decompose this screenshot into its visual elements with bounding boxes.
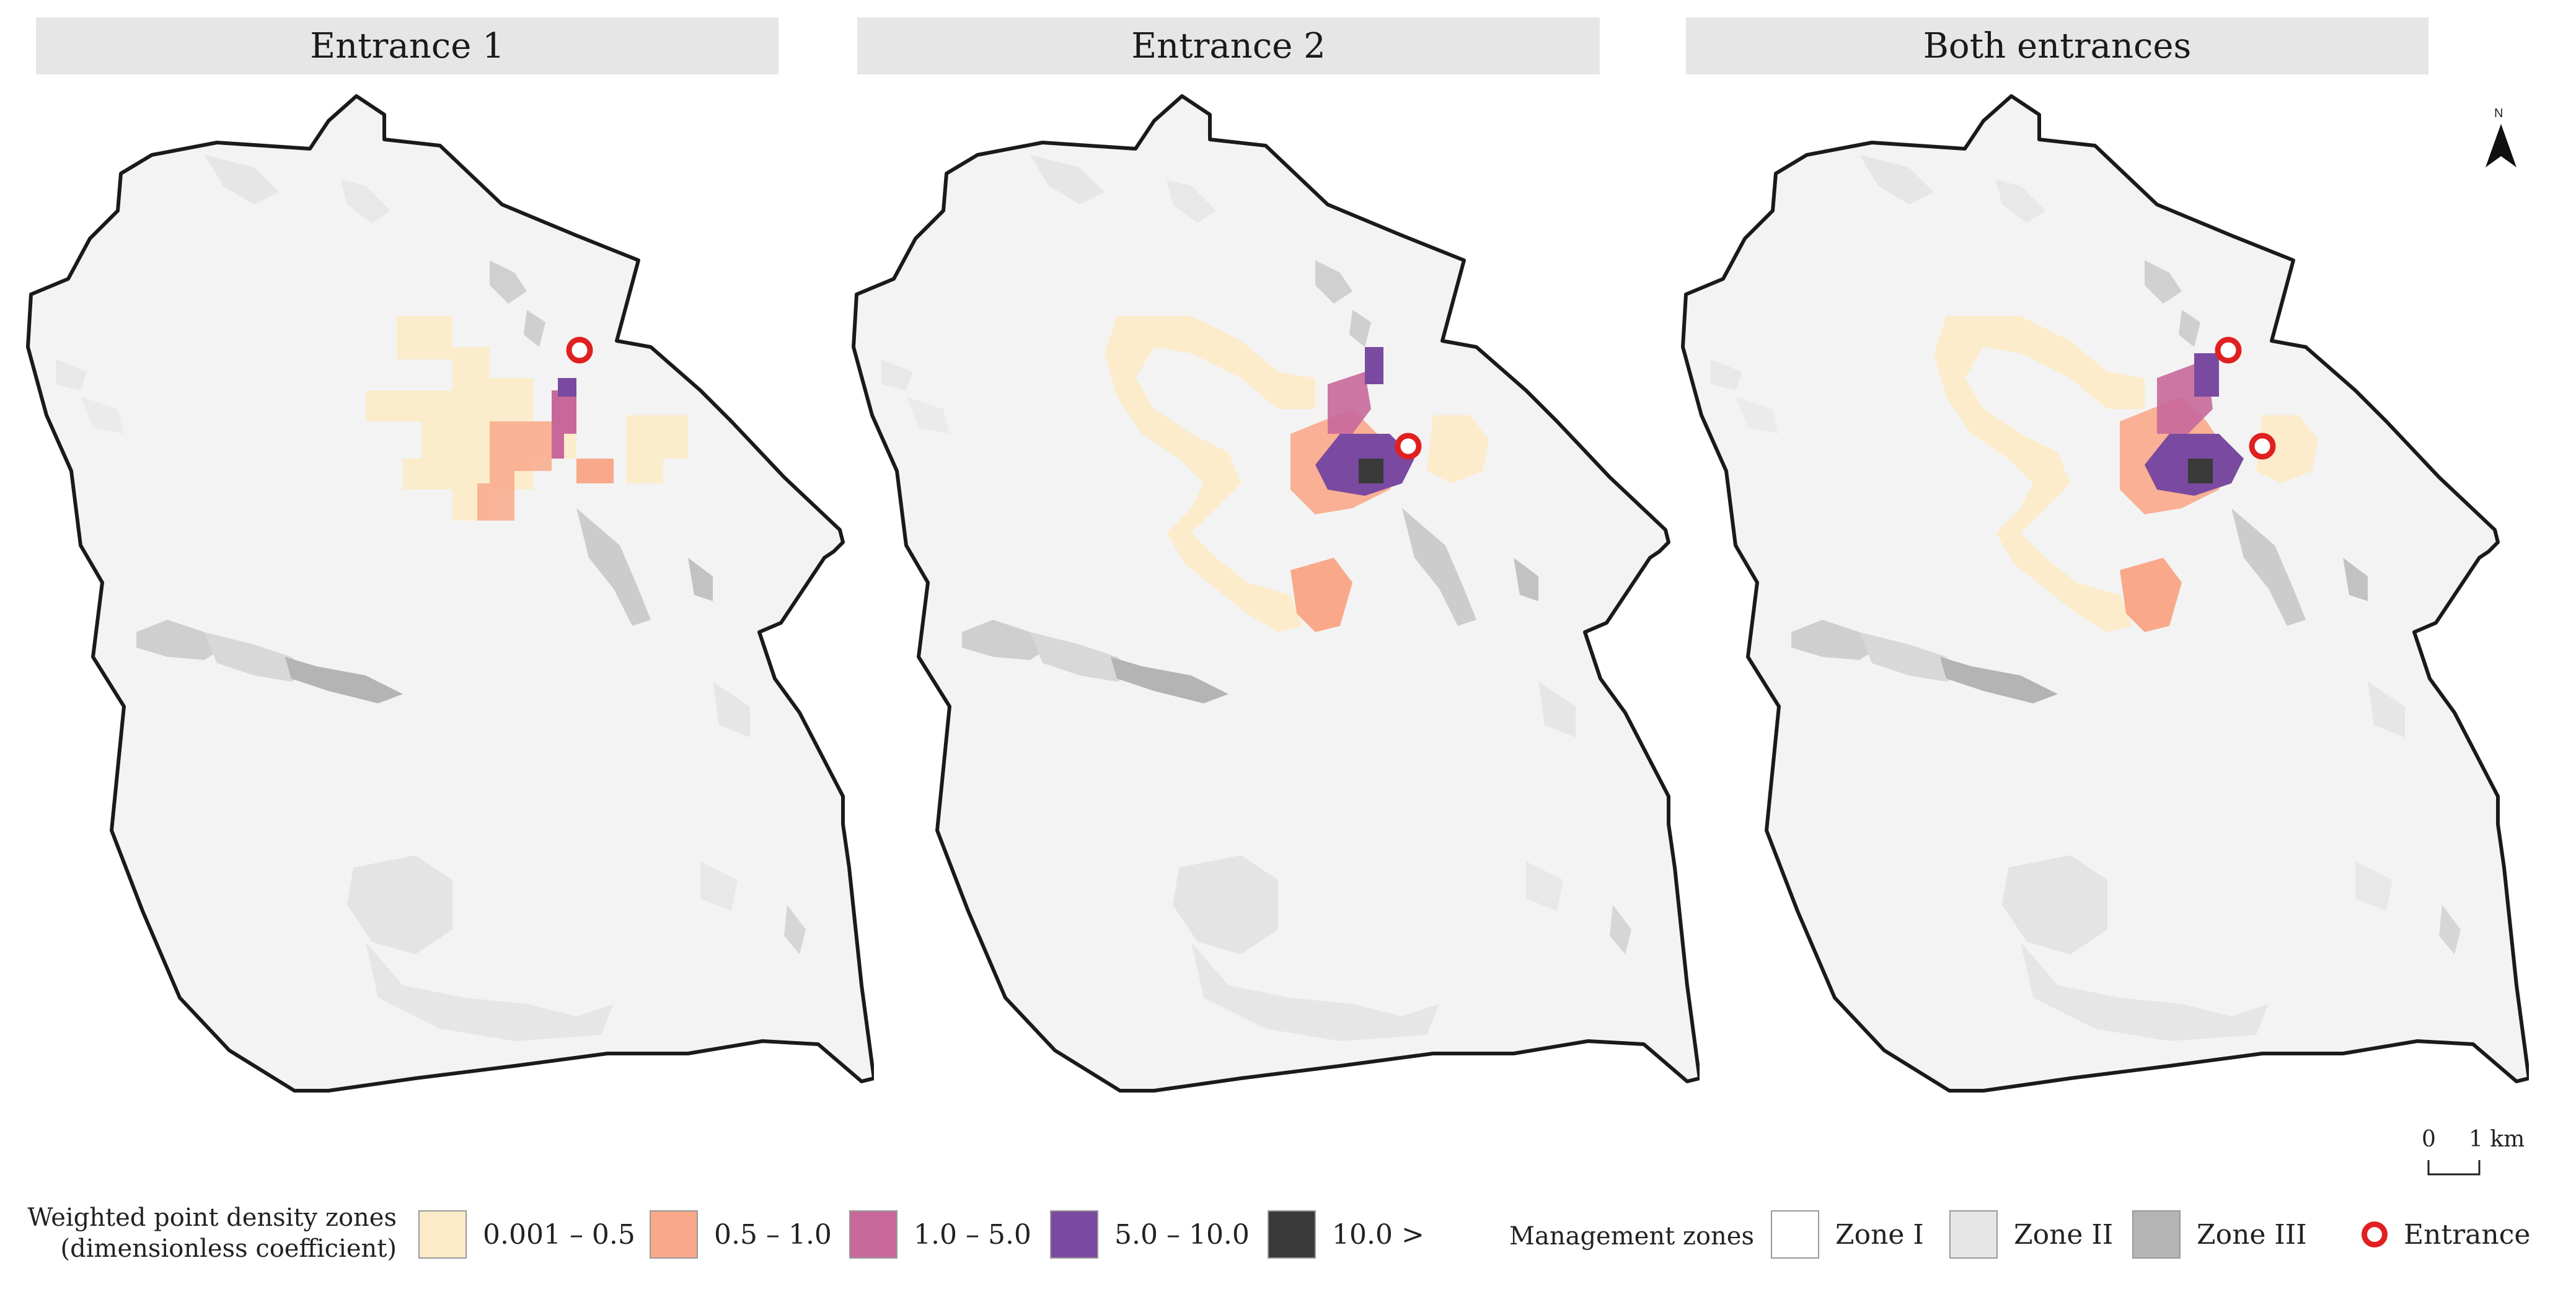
density-swatch-4 xyxy=(1050,1210,1098,1259)
zone-item-2: Zone II xyxy=(1949,1210,2113,1259)
entrance-legend-label: Entrance xyxy=(2404,1218,2531,1251)
panel-title-both-entrances: Both entrances xyxy=(1686,17,2428,74)
density-label-3: 1.0 – 5.0 xyxy=(914,1218,1031,1251)
scale-bar: 0 1 km xyxy=(2414,1127,2557,1182)
entrance-marker xyxy=(1395,433,1422,460)
map-both-entrances xyxy=(1674,87,2529,1190)
north-arrow-icon xyxy=(2486,124,2516,167)
density-legend-title-line2: (dimensionless coefficient) xyxy=(60,1234,397,1263)
density-cells-entrance-1 xyxy=(366,316,688,521)
entrance-marker xyxy=(2249,433,2276,460)
density-class-3: 1.0 – 5.0 xyxy=(849,1210,1031,1259)
density-label-4: 5.0 – 10.0 xyxy=(1114,1218,1250,1251)
management-legend-title: Management zones xyxy=(1509,1222,1754,1251)
scale-zero: 0 xyxy=(2422,1127,2436,1152)
zone-label-2: Zone II xyxy=(2014,1218,2114,1251)
entrance-icon xyxy=(2362,1221,2388,1247)
density-cells-both-entrances xyxy=(1934,316,2318,632)
density-swatch-2 xyxy=(650,1210,698,1259)
zone-item-3: Zone III xyxy=(2132,1210,2307,1259)
density-label-5: 10.0 > xyxy=(1332,1218,1424,1251)
panel-title-entrance-2: Entrance 2 xyxy=(857,17,1600,74)
density-swatch-5 xyxy=(1268,1210,1316,1259)
scale-distance: 1 km xyxy=(2469,1127,2525,1152)
density-class-5: 10.0 > xyxy=(1268,1210,1424,1259)
zone-swatch-1 xyxy=(1771,1210,1819,1259)
map-entrance-1 xyxy=(19,87,874,1190)
density-swatch-1 xyxy=(418,1210,467,1259)
density-legend-title: Weighted point density zones (dimensionl… xyxy=(12,1202,397,1264)
density-class-1: 0.001 – 0.5 xyxy=(418,1210,635,1259)
density-label-2: 0.5 – 1.0 xyxy=(714,1218,832,1251)
zone-item-1: Zone I xyxy=(1771,1210,1924,1259)
zone-swatch-3 xyxy=(2132,1210,2181,1259)
density-cells-entrance-2 xyxy=(1105,316,1489,632)
density-legend-title-line1: Weighted point density zones xyxy=(27,1203,397,1232)
density-class-4: 5.0 – 10.0 xyxy=(1050,1210,1250,1259)
zone-label-3: Zone III xyxy=(2197,1218,2307,1251)
density-label-1: 0.001 – 0.5 xyxy=(483,1218,635,1251)
north-label: N xyxy=(2494,107,2503,120)
zone-swatch-2 xyxy=(1949,1210,1998,1259)
map-entrance-2 xyxy=(844,87,1700,1190)
density-swatch-3 xyxy=(849,1210,898,1259)
entrance-marker xyxy=(2215,337,2242,364)
zone-label-1: Zone I xyxy=(1835,1218,1924,1251)
panel-title-entrance-1: Entrance 1 xyxy=(36,17,779,74)
entrance-marker xyxy=(566,337,593,364)
density-class-2: 0.5 – 1.0 xyxy=(650,1210,832,1259)
entrance-legend-item: Entrance xyxy=(2362,1210,2530,1259)
